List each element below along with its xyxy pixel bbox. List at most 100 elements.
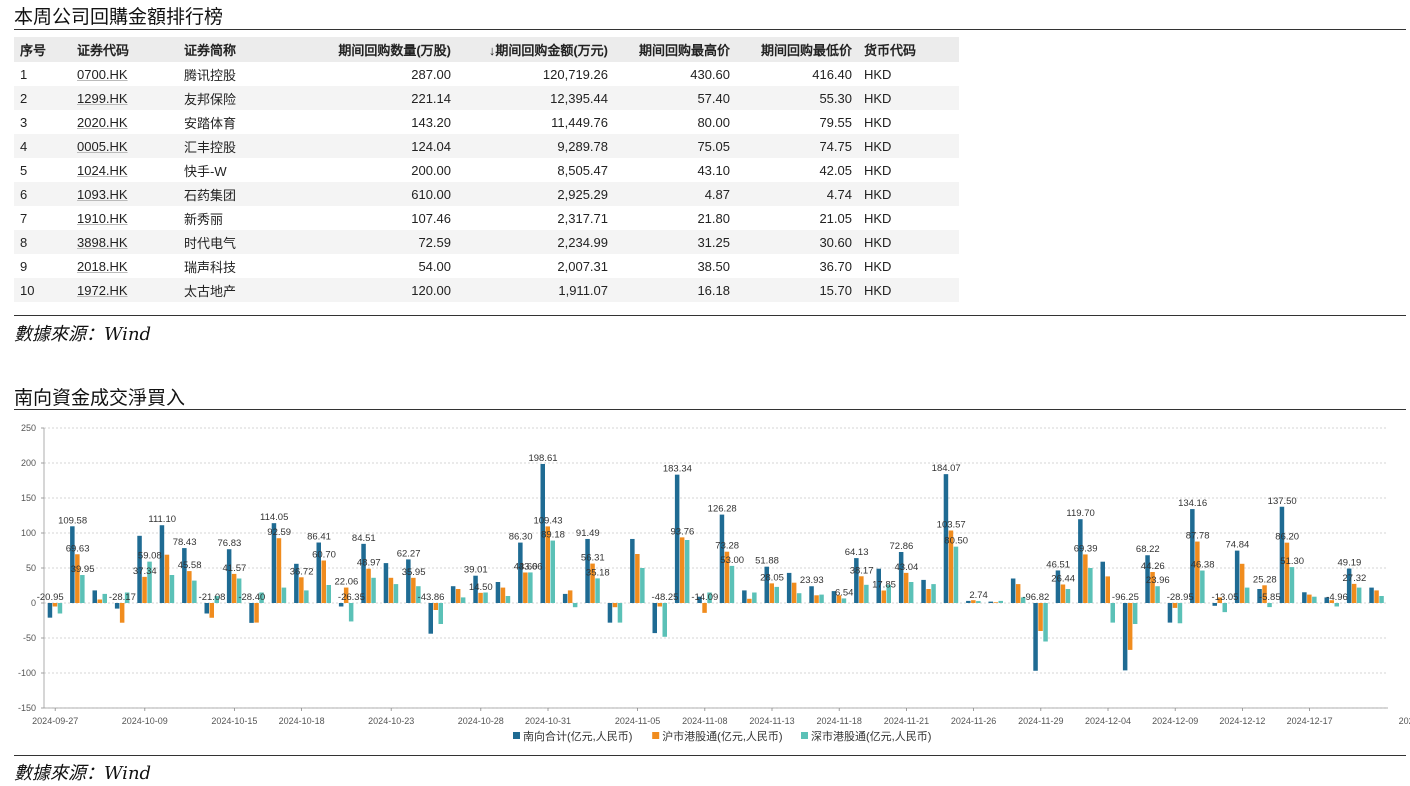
bar-southbound-total — [450, 586, 456, 603]
data-label: 35.95 — [402, 567, 426, 578]
bar-shanghai-connect — [433, 603, 438, 610]
bar-shenzhen-connect — [796, 593, 802, 603]
data-label: -5.85 — [1259, 592, 1281, 603]
bar-southbound-total — [1324, 597, 1329, 603]
bar-shanghai-connect — [702, 603, 707, 613]
bar-shenzhen-connect — [169, 575, 175, 603]
table-source-note: 數據來源：Wind — [14, 324, 152, 345]
table-row[interactable]: 5 1024.HK 快手-W 200.00 8,505.47 43.10 42.05 HKD — [14, 158, 959, 182]
data-label: 60.70 — [312, 550, 336, 561]
bar-southbound-total — [1167, 603, 1173, 623]
cell-code[interactable]: 1093.HK — [71, 182, 178, 206]
cell-rank: 4 — [14, 134, 71, 158]
data-label: 93.76 — [671, 526, 695, 537]
x-tick-label: 2024-10-23 — [368, 716, 414, 726]
bar-southbound-total — [1033, 603, 1038, 671]
bar-shanghai-connect — [657, 603, 662, 607]
bar-shanghai-connect — [209, 603, 214, 618]
cell-currency: HKD — [864, 258, 892, 274]
x-tick-label: 2024-10-09 — [122, 716, 168, 726]
cell-code[interactable]: 0700.HK — [77, 66, 128, 82]
bar-southbound-total — [809, 586, 814, 603]
bar-shenzhen-connect — [460, 597, 466, 603]
x-tick-label: 2024-12-24 — [1399, 716, 1410, 726]
data-label: 84.51 — [352, 533, 376, 544]
cell-low: 79.55 — [819, 114, 852, 130]
bar-shenzhen-connect — [1177, 603, 1183, 624]
cell-amount: 1,911.07 — [457, 278, 614, 302]
cell-code[interactable]: 1024.HK — [77, 162, 128, 178]
col-header-code[interactable]: 证券代码 — [71, 37, 178, 62]
table-row[interactable]: 4 0005.HK 汇丰控股 124.04 9,289.78 75.05 74.75 HKD — [14, 134, 959, 158]
col-header-high[interactable]: 期间回购最高价 — [614, 37, 736, 62]
table-row[interactable]: 8 3898.HK 时代电气 72.59 2,234.99 31.25 30.60 HKD — [14, 230, 959, 254]
bar-shanghai-connect — [903, 572, 909, 603]
col-header-qty[interactable]: 期间回购数量(万股) — [320, 37, 457, 62]
cell-qty: 124.04 — [320, 134, 457, 158]
bar-southbound-total — [137, 535, 142, 603]
data-label: 43.60 — [514, 561, 538, 572]
bar-shanghai-connect — [299, 577, 304, 603]
bar-shenzhen-connect — [1312, 596, 1317, 603]
col-header-name[interactable]: 证券简称 — [178, 37, 320, 62]
bar-shanghai-connect — [1195, 541, 1200, 603]
bar-shenzhen-connect — [192, 580, 197, 603]
cell-code[interactable]: 0005.HK — [71, 134, 178, 158]
cell-low: 36.70 — [819, 258, 852, 274]
bar-shenzhen-connect — [595, 578, 600, 603]
col-header-amount[interactable]: ↓期间回购金额(万元) — [457, 37, 614, 62]
table-row[interactable]: 2 1299.HK 友邦保险 221.14 12,395.44 57.40 55.30 HKD — [14, 86, 959, 110]
cell-rank: 3 — [20, 114, 28, 130]
table-row[interactable]: 1 0700.HK 腾讯控股 287.00 120,719.26 430.60 416.40… — [14, 62, 959, 86]
bar-southbound-total — [764, 566, 769, 603]
bar-shenzhen-connect — [1267, 603, 1272, 608]
legend-label: 南向合计(亿元,人民币) — [523, 729, 632, 743]
data-label: -28.95 — [1167, 592, 1194, 603]
data-label: 28.05 — [760, 572, 784, 583]
col-header-currency[interactable]: 货币代码 — [858, 37, 959, 62]
bar-southbound-total — [92, 590, 97, 603]
table-row[interactable]: 10 1972.HK 太古地产 120.00 1,911.07 16.18 15.70 HKD — [14, 278, 959, 302]
bar-shenzhen-connect — [1088, 568, 1093, 603]
cell-code[interactable]: 2018.HK — [77, 258, 128, 274]
bar-southbound-total — [1234, 550, 1240, 603]
bar-shanghai-connect — [567, 590, 573, 603]
cell-amount: 2,925.29 — [457, 182, 614, 206]
bar-shanghai-connect — [814, 595, 819, 603]
bar-shanghai-connect — [1015, 584, 1021, 603]
cell-high: 38.50 — [697, 258, 730, 274]
table-row[interactable]: 6 1093.HK 石药集团 610.00 2,925.29 4.87 4.74 HKD — [14, 182, 959, 206]
x-tick-label: 2024-10-31 — [525, 716, 571, 726]
bar-southbound-total — [697, 596, 702, 603]
bar-southbound-total — [518, 542, 523, 603]
cell-code[interactable]: 1299.HK — [71, 86, 178, 110]
table-row[interactable]: 3 2020.HK 安踏体育 143.20 11,449.76 80.00 79.55 HKD — [14, 110, 959, 134]
data-label: 44.26 — [1141, 561, 1165, 572]
data-label: 86.41 — [307, 532, 331, 543]
cell-name: 时代电气 — [178, 230, 320, 254]
bar-shanghai-connect — [993, 602, 998, 603]
col-header-low[interactable]: 期间回购最低价 — [736, 37, 858, 62]
col-header-rank[interactable]: 序号 — [14, 37, 71, 62]
bar-shanghai-connect — [545, 526, 550, 603]
bar-southbound-total — [898, 551, 904, 603]
cell-code[interactable]: 1972.HK — [71, 278, 178, 302]
bar-southbound-total — [921, 579, 926, 603]
cell-high: 21.80 — [697, 210, 730, 226]
y-tick-label: 50 — [26, 563, 36, 573]
bar-shanghai-connect — [164, 554, 170, 603]
bar-shanghai-connect — [881, 590, 886, 603]
data-label: 17.85 — [872, 580, 896, 591]
data-label: 80.50 — [944, 536, 968, 547]
bar-shenzhen-connect — [1200, 570, 1205, 603]
bar-southbound-total — [383, 563, 389, 603]
bar-southbound-total — [226, 549, 232, 603]
cell-code[interactable]: 3898.HK — [71, 230, 178, 254]
table-row[interactable]: 9 2018.HK 瑞声科技 54.00 2,007.31 38.50 36.70 HKD — [14, 254, 959, 278]
cell-code[interactable]: 1910.HK — [77, 210, 128, 226]
cell-code[interactable]: 2020.HK — [77, 114, 128, 130]
bar-shenzhen-connect — [707, 592, 712, 603]
bar-southbound-total — [338, 603, 344, 607]
bar-shenzhen-connect — [908, 582, 914, 603]
table-row[interactable]: 7 1910.HK 新秀丽 107.46 2,317.71 21.80 21.05 HKD — [14, 206, 959, 230]
